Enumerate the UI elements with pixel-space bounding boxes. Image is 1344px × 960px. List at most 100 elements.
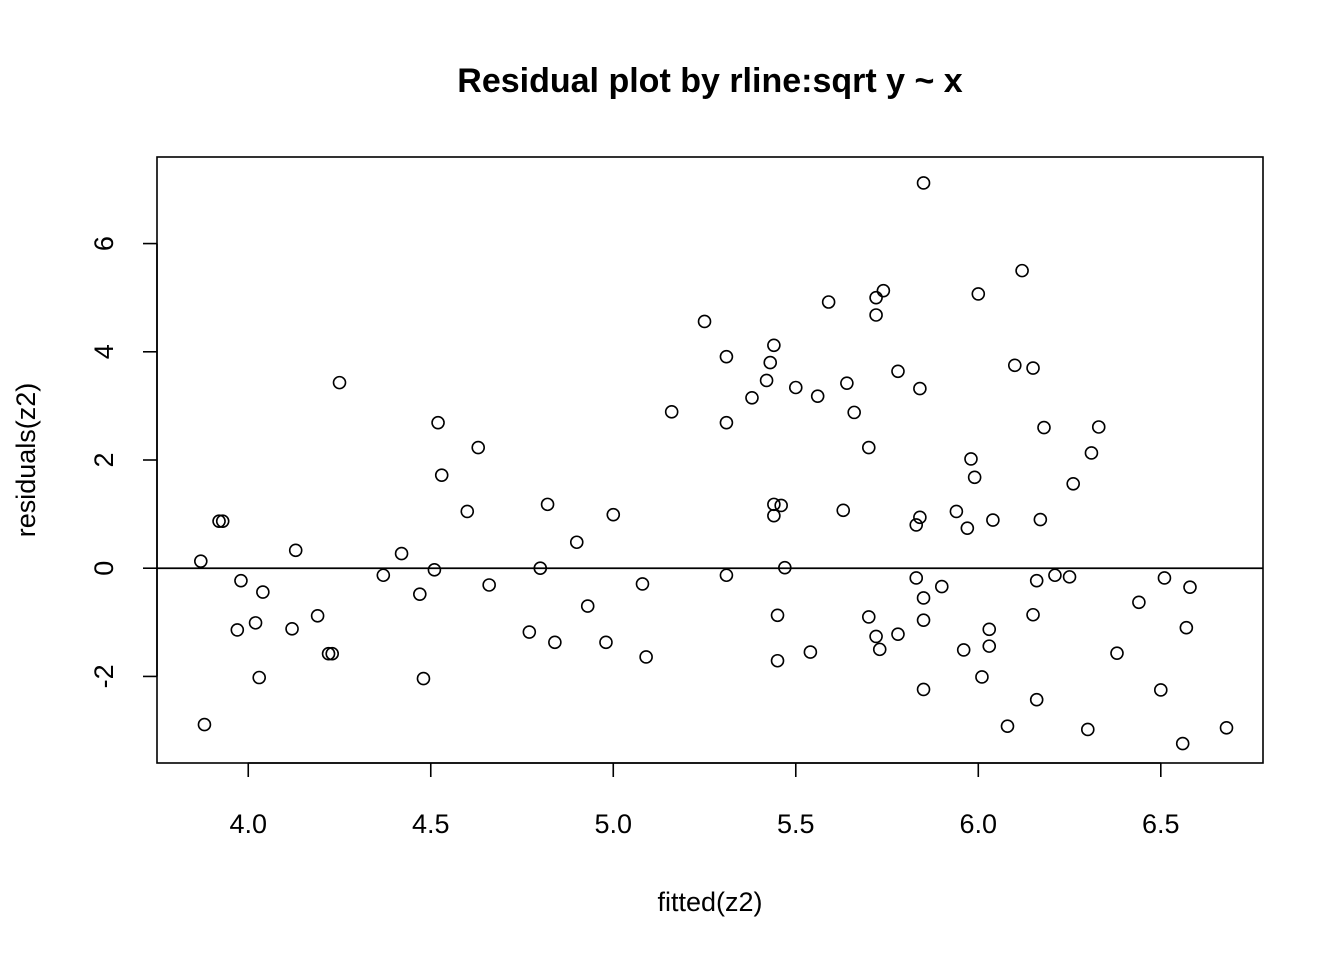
data-point (763, 355, 778, 370)
data-point (949, 504, 964, 519)
data-point (719, 349, 734, 364)
data-point (230, 623, 245, 637)
data-point (861, 440, 876, 455)
data-point (1132, 595, 1146, 610)
data-point (569, 535, 584, 550)
x-tick-label: 4.0 (229, 809, 267, 839)
data-point (1153, 683, 1168, 697)
y-axis-label: residuals(z2) (11, 383, 41, 538)
data-point (664, 405, 679, 419)
data-point (1015, 263, 1029, 278)
data-point (982, 622, 997, 637)
y-tick-label: 2 (89, 452, 119, 467)
data-point (982, 639, 997, 653)
data-point (376, 568, 391, 583)
data-point (840, 376, 854, 390)
data-point (285, 622, 299, 636)
data-point (1219, 721, 1234, 735)
data-point (1091, 420, 1106, 434)
data-point (960, 521, 975, 535)
data-point (869, 290, 883, 305)
data-point (916, 682, 931, 697)
x-axis-label: fitted(z2) (657, 887, 762, 917)
data-point (194, 554, 208, 568)
y-tick-label: -2 (89, 664, 119, 688)
data-point (234, 573, 248, 588)
data-point (1084, 446, 1099, 460)
data-point (770, 653, 785, 668)
data-point (836, 503, 851, 518)
data-point (759, 373, 774, 388)
data-point (1026, 607, 1040, 622)
data-point (522, 625, 537, 639)
data-point (635, 577, 650, 591)
data-point (1175, 736, 1190, 751)
data-point (770, 608, 785, 623)
data-point (310, 609, 325, 623)
data-point (1029, 692, 1044, 707)
data-point (321, 646, 336, 661)
data-point (913, 381, 927, 396)
data-point (876, 283, 891, 298)
data-point (197, 717, 212, 732)
data-point (434, 468, 449, 482)
data-point (745, 390, 759, 405)
data-point (909, 571, 924, 585)
plot-frame (156, 156, 1264, 764)
data-point (606, 507, 621, 522)
data-point (847, 405, 861, 420)
data-point (967, 470, 982, 485)
data-point (964, 452, 978, 466)
data-point (1062, 570, 1077, 584)
data-point (1183, 580, 1197, 594)
data-point (971, 287, 986, 301)
data-point (869, 629, 883, 644)
x-tick-label: 6.5 (1142, 809, 1180, 839)
data-point (482, 578, 496, 592)
data-point (416, 671, 431, 686)
x-tick-label: 6.0 (960, 809, 998, 839)
x-tick-label: 5.5 (777, 809, 815, 839)
data-point (956, 643, 971, 657)
data-point (1026, 361, 1040, 375)
data-point (431, 415, 445, 430)
data-point (778, 560, 792, 575)
data-point (1157, 571, 1172, 585)
data-point (916, 613, 931, 627)
data-point (533, 561, 548, 576)
data-point (215, 514, 230, 528)
data-point (639, 650, 653, 664)
y-axis: -2 0 2 4 6 (89, 236, 158, 688)
x-tick-label: 4.5 (412, 809, 450, 839)
data-point (252, 670, 267, 685)
data-point (256, 585, 270, 599)
data-point (427, 563, 442, 577)
data-points (194, 176, 1234, 751)
data-point (1066, 477, 1080, 491)
chart-title: Residual plot by rline:sqrt y ~ x (457, 62, 962, 100)
data-point (909, 518, 924, 532)
data-point (934, 579, 949, 594)
data-point (788, 380, 803, 395)
y-tick-label: 0 (89, 561, 119, 576)
data-point (861, 610, 876, 624)
data-point (719, 568, 734, 583)
data-point (332, 375, 347, 390)
data-point (913, 510, 927, 525)
data-point (1110, 646, 1124, 660)
data-point (916, 176, 931, 190)
data-point (394, 546, 409, 561)
data-point (872, 642, 887, 657)
data-point (599, 635, 613, 650)
data-point (212, 514, 226, 528)
data-point (460, 504, 475, 519)
data-point (697, 314, 712, 329)
x-tick-label: 5.0 (594, 809, 632, 839)
data-point (821, 295, 836, 309)
data-point (1179, 620, 1194, 635)
y-tick-label: 6 (89, 236, 119, 251)
data-point (803, 645, 818, 659)
data-point (288, 543, 303, 558)
data-point (1033, 512, 1048, 527)
